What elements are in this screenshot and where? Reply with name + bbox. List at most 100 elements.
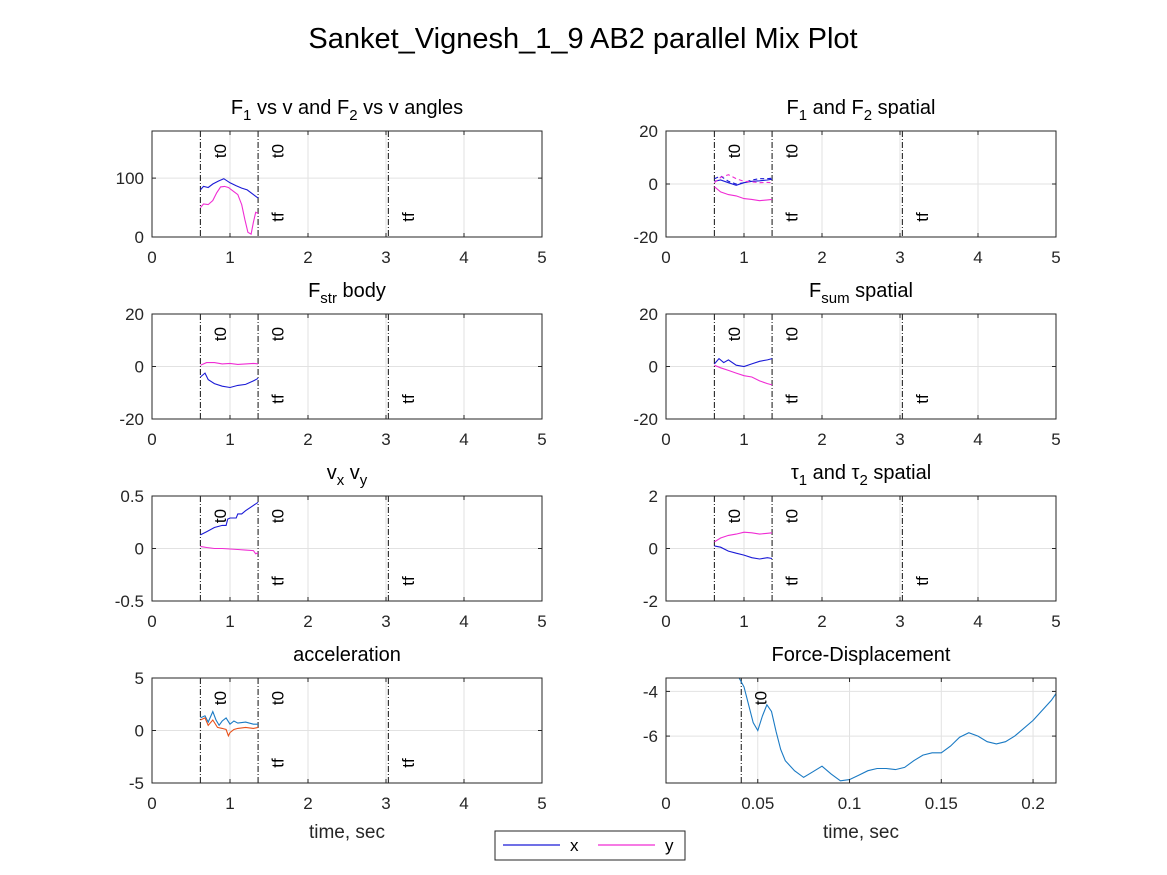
y-tick-label: -2 [643,592,658,611]
x-tick-label: 3 [895,430,904,449]
x-tick-label: 5 [537,430,546,449]
subplot-title: acceleration [293,644,401,666]
x-tick-label: 0 [661,612,670,631]
x-tick-label: 0 [147,248,156,267]
legend-label-y: y [665,836,674,855]
event-label-tf: tf [399,576,418,586]
y-tick-label: 2 [649,487,658,506]
x-tick-label: 2 [817,430,826,449]
event-label-tf: tf [399,212,418,222]
y-tick-label: 0 [135,722,144,741]
event-label-t0: t0 [783,144,802,158]
event-label-t0: t0 [269,327,288,341]
x-tick-label: 3 [381,794,390,813]
event-label-t0: t0 [269,144,288,158]
subplot-p1: t0 t0 tf tf 0 1 2 3 4 5 0 100 F1 vs v and F2 vs v an… [116,97,547,267]
x-tick-label: 0 [661,248,670,267]
series-line-x [714,545,773,560]
x-tick-label: 5 [1051,612,1060,631]
x-tick-label: 4 [973,430,982,449]
subplot-title: F1 vs v and F2 vs v angles [231,97,463,124]
series-line-y [200,545,259,555]
x-tick-label: 3 [895,248,904,267]
subplot-title: vx vy [327,462,368,489]
series-line-x [200,372,259,389]
x-tick-label: 0 [147,430,156,449]
x-tick-label: 2 [303,794,312,813]
event-label-tf: tf [399,758,418,768]
x-tick-label: 5 [1051,248,1060,267]
subplot-title: Fstr body [308,280,386,307]
subplot-title: F1 and F2 spatial [787,97,936,124]
series-line-x [199,178,259,199]
y-tick-label: -0.5 [115,592,144,611]
y-tick-label: -6 [643,727,658,746]
series-line-y [714,531,773,543]
x-tick-label: 1 [739,248,748,267]
x-tick-label: 5 [537,248,546,267]
subplot-title: Fsum spatial [809,280,913,307]
event-label-t0: t0 [269,691,288,705]
x-tick-label: 4 [459,430,468,449]
event-label-tf: tf [269,212,288,222]
x-tick-label: 2 [817,248,826,267]
x-tick-label: 4 [973,612,982,631]
y-tick-label: -20 [633,228,658,247]
event-label-tf: tf [783,212,802,222]
y-tick-label: 0 [135,358,144,377]
x-tick-label: 4 [459,612,468,631]
y-tick-label: 0 [135,228,144,247]
series-line-y [200,362,259,366]
series-line-F1x [714,178,773,186]
event-label-t0: t0 [783,327,802,341]
y-tick-label: 0 [135,540,144,559]
x-tick-label: 2 [303,248,312,267]
series-line-x [713,357,773,368]
event-label-t0: t0 [725,327,744,341]
event-label-tf: tf [783,394,802,404]
x-tick-label: 4 [459,794,468,813]
event-label-t0: t0 [211,144,230,158]
y-tick-label: 20 [639,305,658,324]
y-tick-label: 0 [649,175,658,194]
y-tick-label: -5 [129,774,144,793]
x-tick-label: 0 [147,794,156,813]
event-label-t0: t0 [211,509,230,523]
event-label-tf: tf [913,576,932,586]
y-tick-label: 5 [135,669,144,688]
event-label-t0: t0 [725,509,744,523]
x-tick-label: 5 [537,612,546,631]
event-label-t0: t0 [269,509,288,523]
event-label-t0: t0 [752,691,771,705]
x-tick-label: 1 [739,612,748,631]
x-tick-label: 4 [973,248,982,267]
event-label-tf: tf [269,394,288,404]
subplot-title: τ1 and τ2 spatial [791,462,931,489]
event-label-tf: tf [913,394,932,404]
series-line-F1y [714,186,773,202]
axes-box [151,130,543,238]
x-tick-label: 5 [1051,430,1060,449]
event-label-t0: t0 [783,509,802,523]
y-tick-label: 0 [649,358,658,377]
x-tick-label: 5 [537,794,546,813]
x-tick-label: 0 [147,612,156,631]
x-tick-label: 3 [381,430,390,449]
x-tick-label: 0 [661,430,670,449]
series-line-F2y [714,174,773,184]
x-tick-label: 0.15 [925,794,958,813]
x-tick-label: 4 [459,248,468,267]
y-tick-label: 100 [116,169,144,188]
x-tick-label: 1 [225,794,234,813]
x-tick-label: 0.2 [1021,794,1045,813]
series-line-F2x [714,175,773,185]
x-tick-label: 1 [225,612,234,631]
